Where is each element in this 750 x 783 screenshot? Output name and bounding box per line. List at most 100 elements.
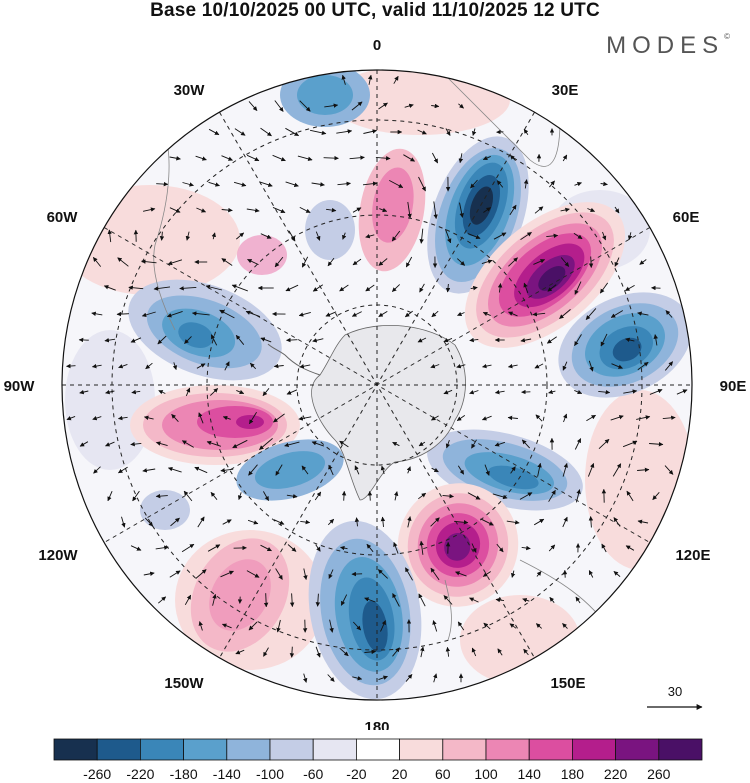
map-title: Base 10/10/2025 00 UTC, valid 11/10/2025…: [150, 0, 600, 21]
wind-arrow: [562, 516, 568, 528]
wind-arrow: [534, 206, 544, 214]
wind-arrow: [418, 441, 426, 447]
wind-arrow: [405, 256, 413, 268]
wind-arrow: [220, 570, 234, 578]
colorbar-tick-label: 100: [474, 766, 498, 782]
colorbar-tick-label: -220: [126, 766, 154, 782]
wind-arrow: [442, 493, 454, 499]
wind-arrow: [249, 362, 257, 370]
wind-arrow: [144, 517, 154, 527]
wind-arrow: [417, 337, 427, 343]
wind-arrow: [419, 228, 424, 244]
wind-arrow: [93, 466, 101, 474]
wind-arrow: [365, 233, 375, 239]
wind-arrow: [131, 389, 141, 395]
wind-arrow: [574, 334, 582, 346]
wind-arrow: [458, 153, 464, 164]
wind-arrow: [378, 258, 388, 266]
wind-arrow: [143, 415, 154, 421]
wind-arrow: [431, 467, 439, 473]
wind-arrow: [337, 181, 351, 186]
wind-arrow: [456, 258, 466, 266]
wind-arrow: [626, 490, 634, 502]
wind-arrow: [611, 363, 623, 369]
wind-arrow: [548, 544, 556, 552]
wind-arrow: [155, 441, 168, 447]
wind-arrow: [523, 282, 529, 294]
wind-arrow: [172, 362, 178, 371]
wind-arrow: [210, 491, 218, 500]
wind-arrow: [340, 594, 348, 606]
wind-arrow: [311, 441, 325, 447]
label-lon-60w: 60W: [47, 209, 79, 226]
wind-arrow: [533, 259, 546, 265]
wind-arrow: [388, 180, 404, 188]
wind-arrow: [458, 103, 464, 109]
brand-logo: MODES©: [606, 32, 730, 60]
wind-arrow: [339, 440, 349, 448]
wind-arrow: [559, 309, 571, 319]
wind-arrow: [159, 231, 165, 241]
wind-arrow: [352, 676, 363, 681]
wind-arrow: [351, 101, 363, 111]
wind-arrow: [418, 492, 427, 500]
wind-arrow: [66, 363, 76, 369]
wind-arrow: [432, 620, 438, 632]
wind-arrow: [273, 519, 285, 525]
wind-arrow: [298, 311, 311, 317]
wind-arrow: [285, 127, 299, 137]
colorbar-ticks: -260 -220 -180 -140 -100 -60 -20 20 60 100 140 180 2…: [83, 766, 671, 782]
wind-arrow: [314, 491, 322, 501]
wind-arrow: [285, 284, 299, 292]
wind-arrow: [184, 594, 192, 606]
wind-arrow: [299, 364, 311, 369]
wind-arrow: [363, 129, 378, 134]
wind-arrow: [405, 674, 413, 682]
wind-arrow: [562, 361, 568, 371]
colorbar-tick-label: -20: [346, 766, 366, 782]
colorbar-tick-label: 20: [392, 766, 408, 782]
wind-arrow: [431, 415, 439, 421]
wind-arrow: [221, 207, 233, 213]
wind-arrow: [142, 468, 156, 473]
wind-arrow: [156, 181, 169, 187]
wind-arrow: [508, 257, 518, 267]
wind-arrow: [220, 468, 234, 473]
wind-arrow: [312, 284, 324, 292]
wind-arrow: [467, 233, 481, 240]
wind-arrow: [471, 543, 477, 553]
wind-arrow: [507, 415, 518, 421]
wind-arrow: [196, 207, 207, 213]
wind-arrow: [325, 311, 337, 317]
wind-arrow: [169, 207, 181, 213]
wind-arrow: [431, 103, 440, 109]
wind-arrow: [623, 389, 638, 394]
wind-arrow: [493, 232, 507, 240]
colorbar-tick-label: -140: [213, 766, 241, 782]
wind-arrow: [588, 360, 594, 372]
wind-arrow: [272, 154, 286, 162]
wind-arrow: [419, 283, 425, 293]
wind-arrow: [118, 466, 128, 474]
colorbar-cell: [485, 738, 530, 761]
wind-arrow: [130, 441, 142, 447]
brand-mark: ©: [724, 32, 730, 41]
wind-arrow: [482, 571, 491, 577]
wind-arrow: [484, 464, 490, 476]
wind-arrow: [537, 462, 542, 477]
wind-arrow: [391, 284, 401, 292]
wind-arrow: [523, 128, 529, 136]
wind-arrow: [392, 441, 400, 447]
label-lon-60e: 60E: [673, 209, 700, 226]
wind-arrow: [312, 338, 324, 343]
wind-arrow: [457, 465, 465, 475]
wind-arrow: [205, 284, 223, 291]
wind-arrow: [497, 648, 503, 656]
label-lon-150w: 150W: [164, 675, 204, 692]
wind-arrow: [315, 544, 321, 552]
wind-arrow: [637, 467, 650, 473]
wind-arrow: [103, 285, 116, 291]
wind-arrow: [185, 387, 191, 397]
wind-arrow: [443, 595, 453, 605]
wind-arrow: [420, 646, 425, 658]
